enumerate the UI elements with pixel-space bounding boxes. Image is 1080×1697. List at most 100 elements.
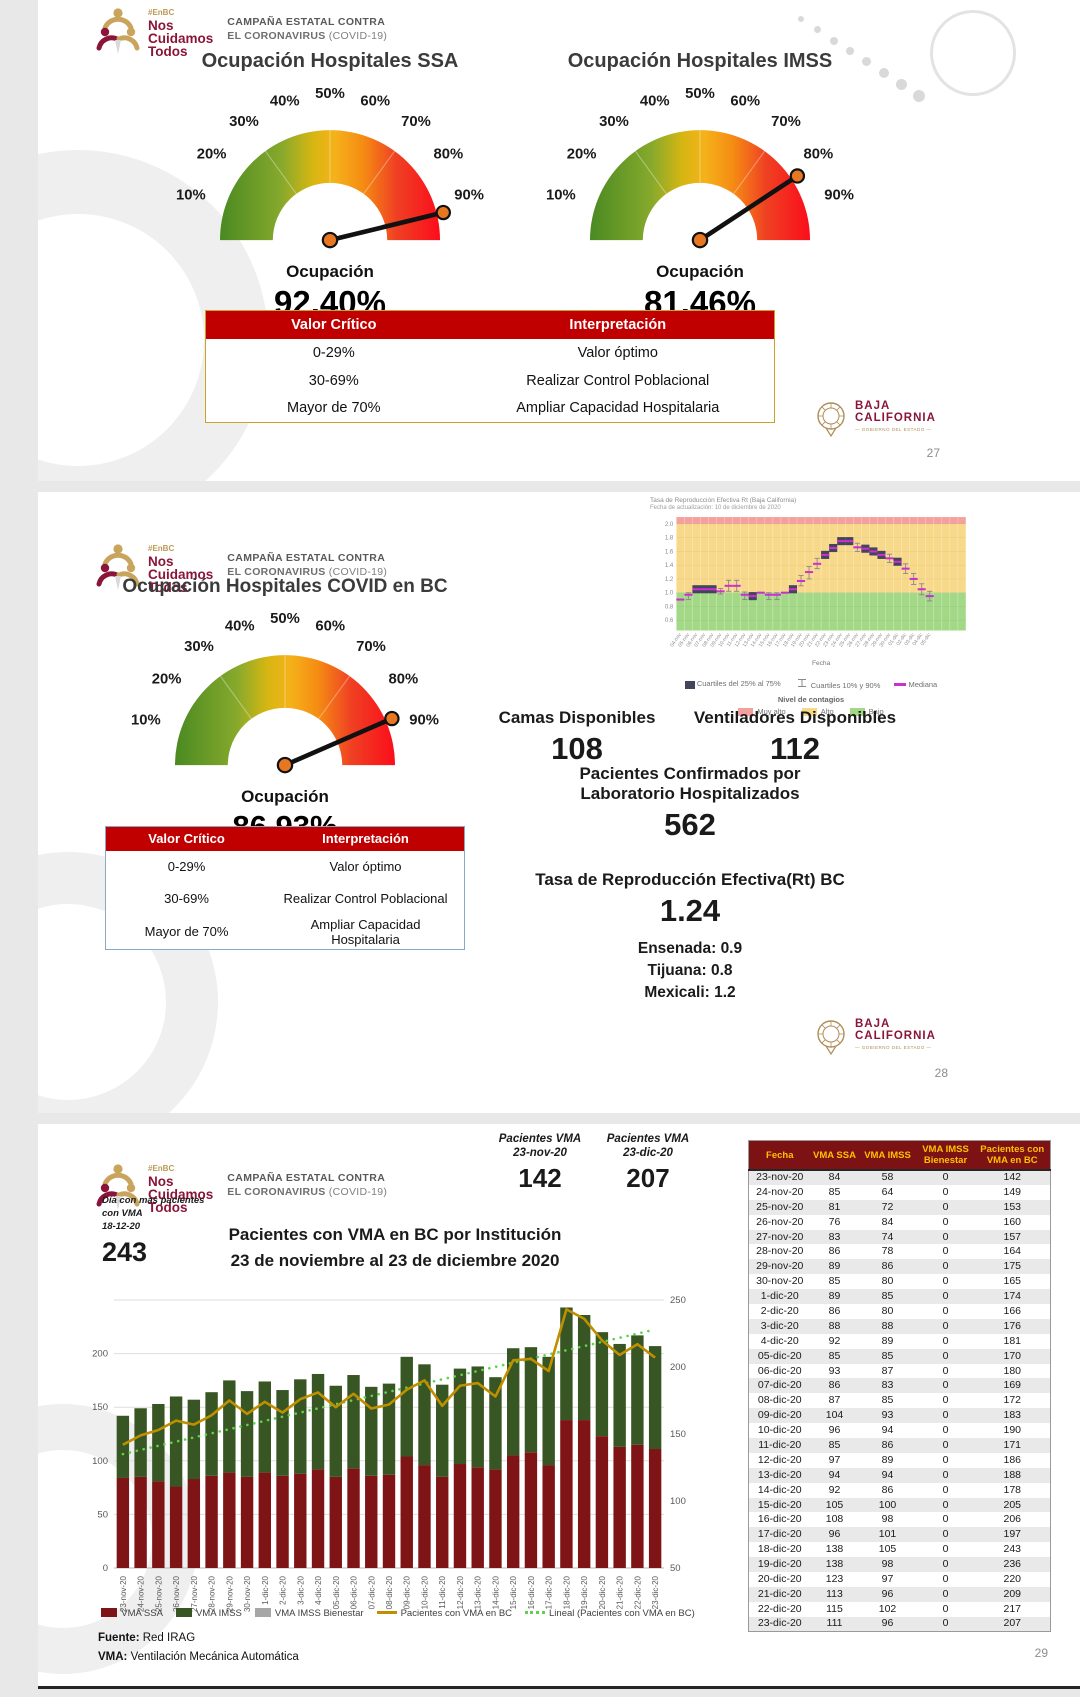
kpi-label: Pacientes VMA 23-dic-20 bbox=[606, 1133, 690, 1159]
table-cell: 93 bbox=[828, 1364, 841, 1377]
legend-item: VMA IMSS Bienestar bbox=[254, 1608, 364, 1619]
table-row: 0-29% Valor óptimo bbox=[106, 851, 465, 883]
table-cell: 0 bbox=[942, 1513, 949, 1526]
table-row: 06-dic-20 93 87 0 180 bbox=[749, 1364, 1051, 1379]
level-color-chip bbox=[738, 708, 754, 717]
table-cell: 88 bbox=[858, 1318, 917, 1334]
table-cell: Mayor de 70% bbox=[287, 400, 381, 417]
table-row: 24-nov-20 85 64 0 149 bbox=[749, 1185, 1051, 1200]
svg-text:23-dic-20: 23-dic-20 bbox=[651, 1575, 660, 1609]
gauge-ssa: Ocupación Hospitales SSA 10% 20% 30% 40% 50%… bbox=[155, 50, 505, 322]
svg-text:150: 150 bbox=[92, 1402, 108, 1413]
kpi-value: 207 bbox=[626, 1163, 670, 1193]
table-cell: 89 bbox=[881, 1453, 894, 1466]
svg-text:50: 50 bbox=[97, 1509, 108, 1520]
table-cell: 160 bbox=[1003, 1215, 1022, 1228]
table-cell: 0 bbox=[916, 1378, 975, 1394]
slide-28: #EnBC Nos Cuidamos Todos CAMPAÑA ESTATAL CON… bbox=[38, 492, 1080, 1113]
table-header-cell: VMA IMSS bbox=[858, 1140, 917, 1171]
campaign-text: CAMPAÑA ESTATAL CONTRA EL CORONAVIRUS (CO… bbox=[227, 1172, 388, 1198]
svg-text:90%: 90% bbox=[824, 187, 854, 203]
table-cell: 166 bbox=[1003, 1304, 1022, 1317]
table-cell: 96 bbox=[828, 1424, 841, 1437]
table-cell: 88 bbox=[810, 1318, 859, 1334]
rt-chart-legend: Cuartiles del 25% al 75% Cuartiles 10% y… bbox=[650, 678, 972, 690]
critical-values-table: Valor Crítico Interpretación 0-29% Valor óp… bbox=[105, 826, 465, 950]
stat-camas: Camas Disponibles 108 bbox=[467, 708, 687, 767]
table-cell: 220 bbox=[1003, 1572, 1022, 1585]
table-cell: 0 bbox=[942, 1334, 949, 1347]
level-item: Bajo bbox=[849, 707, 884, 717]
table-cell: 0 bbox=[916, 1289, 975, 1305]
table-cell: 98 bbox=[881, 1513, 894, 1526]
table-cell: 12-dic-20 bbox=[757, 1453, 802, 1466]
svg-text:20%: 20% bbox=[152, 672, 182, 688]
table-cell: 80 bbox=[881, 1275, 894, 1288]
svg-text:Fecha: Fecha bbox=[812, 660, 831, 667]
table-cell: 0 bbox=[916, 1557, 975, 1573]
decorative-dot bbox=[862, 57, 871, 66]
svg-text:16-dic-20: 16-dic-20 bbox=[527, 1575, 536, 1609]
table-cell: 157 bbox=[974, 1229, 1051, 1245]
table-cell: 74 bbox=[858, 1229, 917, 1245]
svg-text:40%: 40% bbox=[640, 93, 670, 109]
logo-hashtag: #EnBC bbox=[148, 1164, 175, 1173]
kpi-vma-nov: Pacientes VMA 23-nov-20 142 bbox=[475, 1132, 605, 1194]
table-cell: 89 bbox=[810, 1259, 859, 1275]
stat-rt: Tasa de Reproducción Efectiva(Rt) BC 1.2… bbox=[510, 870, 870, 929]
table-cell: 25-nov-20 bbox=[748, 1199, 811, 1215]
table-cell: 0 bbox=[916, 1586, 975, 1602]
table-cell: 205 bbox=[974, 1497, 1051, 1513]
svg-text:12-dic-20: 12-dic-20 bbox=[456, 1575, 465, 1609]
table-cell: 0 bbox=[916, 1467, 975, 1483]
table-row: 20-dic-20 123 97 0 220 bbox=[749, 1572, 1051, 1587]
svg-text:15-dic-20: 15-dic-20 bbox=[509, 1575, 518, 1609]
table-cell: 0 bbox=[942, 1275, 949, 1288]
table-row: 1-dic-20 89 85 0 174 bbox=[748, 1289, 1051, 1305]
table-cell: 176 bbox=[974, 1318, 1051, 1334]
svg-text:50%: 50% bbox=[315, 86, 345, 102]
table-cell: 87 bbox=[828, 1394, 841, 1407]
svg-text:2.0: 2.0 bbox=[665, 522, 674, 528]
table-cell: 80 bbox=[881, 1304, 894, 1317]
logo-hashtag: #EnBC bbox=[148, 544, 175, 553]
table-cell: 07-dic-20 bbox=[748, 1378, 811, 1394]
table-cell: 4-dic-20 bbox=[760, 1334, 799, 1347]
rt-chart-subtitle: Fecha de actualización: 10 de diciembre … bbox=[650, 505, 781, 511]
slide-27: #EnBC Nos Cuidamos Todos CAMPAÑA ESTATAL CON… bbox=[38, 0, 1080, 481]
table-cell: 0 bbox=[916, 1199, 975, 1215]
svg-text:26-nov-20: 26-nov-20 bbox=[172, 1575, 181, 1612]
table-cell: 0 bbox=[916, 1438, 975, 1453]
table-row: 18-dic-20 138 105 0 243 bbox=[749, 1542, 1051, 1557]
table-cell: 0 bbox=[916, 1348, 975, 1364]
table-row: 26-nov-20 76 84 0 160 bbox=[749, 1215, 1051, 1230]
table-cell: 30-69% bbox=[308, 372, 359, 389]
table-cell: 217 bbox=[1003, 1602, 1022, 1615]
table-cell: 10-dic-20 bbox=[757, 1424, 802, 1437]
svg-text:30%: 30% bbox=[229, 114, 259, 130]
table-row: Mayor de 70% Ampliar Capacidad Hospitalar… bbox=[106, 915, 465, 950]
gauge-imss: Ocupación Hospitales IMSS 10% 20% 30% 40% 50… bbox=[525, 50, 875, 322]
gauge-chart: 10% 20% 30% 40% 50% 60% 70% 80% 90% bbox=[131, 611, 439, 774]
table-cell: 108 bbox=[825, 1513, 844, 1526]
stat-value: 562 bbox=[664, 807, 716, 842]
table-cell: 92 bbox=[828, 1483, 841, 1496]
table-row: 30-69% Realizar Control Poblacional bbox=[106, 883, 465, 915]
table-cell: 86 bbox=[858, 1259, 917, 1275]
table-cell: 28-nov-20 bbox=[756, 1245, 804, 1258]
table-cell: 171 bbox=[974, 1438, 1051, 1453]
table-cell: 84 bbox=[810, 1170, 859, 1185]
decorative-dot bbox=[798, 16, 804, 22]
table-cell: 0 bbox=[942, 1304, 949, 1317]
table-cell: 84 bbox=[881, 1215, 894, 1228]
table-cell: 0 bbox=[942, 1245, 949, 1258]
svg-text:1.8: 1.8 bbox=[665, 536, 674, 542]
table-cell: 123 bbox=[825, 1572, 844, 1585]
city-rt-value: Tijuana: 0.8 bbox=[647, 962, 733, 979]
table-cell: 22-dic-20 bbox=[757, 1602, 802, 1615]
table-cell: 0 bbox=[942, 1602, 949, 1615]
table-cell: 26-nov-20 bbox=[756, 1215, 804, 1228]
svg-text:30%: 30% bbox=[184, 639, 214, 655]
svg-text:22-dic-20: 22-dic-20 bbox=[633, 1575, 642, 1609]
svg-text:80%: 80% bbox=[433, 147, 463, 163]
